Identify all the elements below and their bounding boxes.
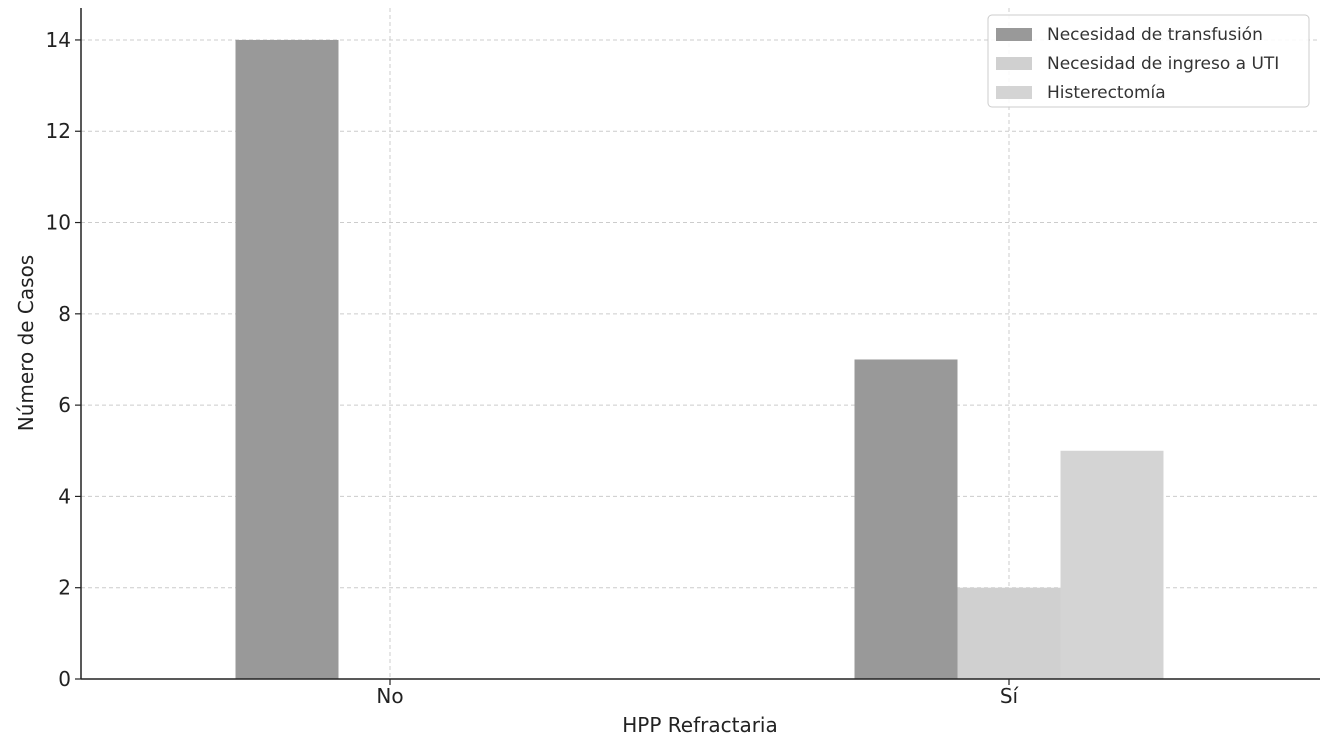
y-tick-label: 6: [58, 393, 71, 417]
legend-label: Histerectomía: [1047, 83, 1166, 103]
legend-swatch: [996, 86, 1032, 99]
y-axis-title: Número de Casos: [14, 255, 38, 431]
y-tick-label: 2: [58, 576, 71, 600]
bar: [1060, 450, 1164, 679]
ticks: 0 2 4 6 8 10 12 14 No Sí: [46, 28, 1020, 708]
bar: [235, 39, 339, 679]
bars: [235, 39, 1164, 679]
y-tick-label: 10: [46, 211, 71, 235]
legend: Necesidad de transfusión Necesidad de ing…: [987, 14, 1310, 108]
y-tick-label: 4: [58, 484, 71, 508]
legend-box: [987, 14, 1310, 108]
x-axis-title: HPP Refractaria: [622, 713, 777, 737]
axes: [80, 8, 1320, 680]
x-tick-label: Sí: [1000, 684, 1020, 708]
legend-swatch: [996, 57, 1032, 70]
legend-swatch: [996, 28, 1032, 41]
legend-label: Necesidad de ingreso a UTI: [1047, 54, 1279, 74]
x-tick-label: No: [376, 684, 403, 708]
legend-label: Necesidad de transfusión: [1047, 25, 1263, 45]
bar: [854, 359, 958, 679]
bar: [957, 587, 1061, 679]
y-tick-label: 0: [58, 667, 71, 691]
y-tick-label: 12: [46, 119, 71, 143]
y-tick-label: 8: [58, 302, 71, 326]
y-tick-label: 14: [46, 28, 71, 52]
